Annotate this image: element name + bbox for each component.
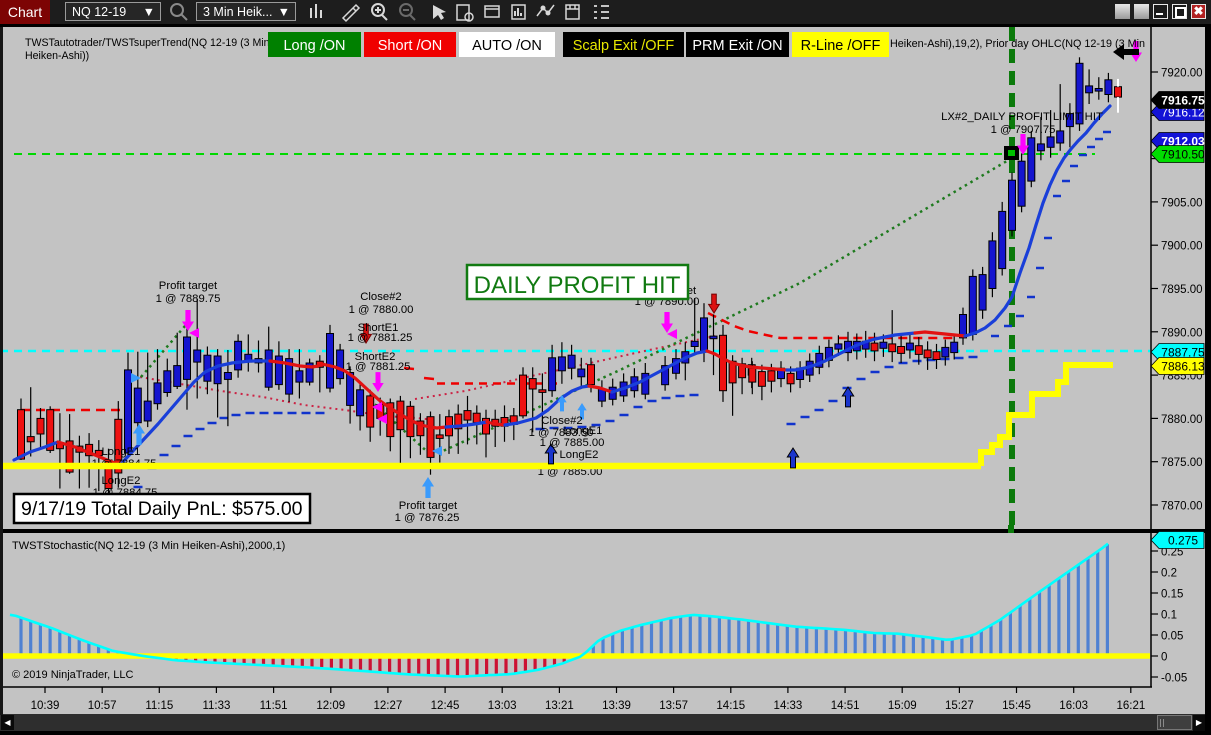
svg-text:9/17/19 Total Daily PnL: $575.: 9/17/19 Total Daily PnL: $575.00 [21,498,303,520]
svg-text:11:51: 11:51 [260,700,288,712]
svg-text:PRM Exit /ON: PRM Exit /ON [692,38,782,54]
svg-text:7916.75: 7916.75 [1161,94,1205,108]
svg-text:1 @ 7907.75: 1 @ 7907.75 [991,124,1056,136]
svg-text:Heiken-Ashi),19,2), Prior day: Heiken-Ashi),19,2), Prior day OHLC(NQ 12… [890,38,1145,50]
svg-text:7912.03: 7912.03 [1161,135,1205,149]
svg-text:15:09: 15:09 [888,700,917,712]
svg-text:AUTO /ON: AUTO /ON [472,38,542,54]
svg-text:LongE2: LongE2 [102,475,141,487]
svg-text:LongE2: LongE2 [560,449,599,461]
svg-text:LongE1: LongE1 [102,446,141,458]
svg-text:12:09: 12:09 [316,700,345,712]
svg-text:1 @ 7881.25: 1 @ 7881.25 [346,361,411,373]
svg-text:© 2019 NinjaTrader, LLC: © 2019 NinjaTrader, LLC [12,669,133,681]
svg-text:10:57: 10:57 [88,700,117,712]
svg-text:Close#2: Close#2 [360,291,401,303]
svg-text:7916.12: 7916.12 [1161,106,1205,120]
svg-text:LongE1: LongE1 [564,425,603,437]
svg-text:7920.00: 7920.00 [1161,68,1203,80]
svg-text:Heiken-Ashi)): Heiken-Ashi)) [25,50,89,62]
svg-text:14:33: 14:33 [774,700,803,712]
svg-text:15:45: 15:45 [1002,700,1031,712]
svg-text:LX#2_DAILY PROFIT LIMIT HIT: LX#2_DAILY PROFIT LIMIT HIT [941,111,1103,123]
svg-text:11:15: 11:15 [145,700,173,712]
svg-text:ShortE2: ShortE2 [355,351,396,363]
svg-text:Long /ON: Long /ON [283,38,345,54]
svg-text:13:21: 13:21 [545,700,574,712]
svg-text:7905.00: 7905.00 [1161,197,1203,209]
svg-text:12:27: 12:27 [374,700,403,712]
svg-text:-0.05: -0.05 [1161,673,1187,685]
svg-text:13:39: 13:39 [602,700,631,712]
svg-text:7900.00: 7900.00 [1161,241,1203,253]
svg-text:7886.13: 7886.13 [1161,360,1205,374]
svg-text:10:39: 10:39 [31,700,60,712]
svg-text:1 @ 7876.25: 1 @ 7876.25 [395,512,460,524]
svg-text:0.2: 0.2 [1161,568,1177,580]
svg-text:13:03: 13:03 [488,700,517,712]
svg-text:Close#2: Close#2 [541,415,582,427]
svg-text:1 @ 7880.00: 1 @ 7880.00 [349,304,414,316]
svg-text:1 @ 7883.50: 1 @ 7883.50 [529,427,594,439]
svg-text:7910.50: 7910.50 [1161,148,1205,162]
svg-text:7875.00: 7875.00 [1161,457,1203,469]
svg-text:14:51: 14:51 [831,700,860,712]
svg-text:7880.00: 7880.00 [1161,414,1203,426]
svg-text:7870.00: 7870.00 [1161,501,1203,513]
svg-text:7895.00: 7895.00 [1161,284,1203,296]
svg-text:12:45: 12:45 [431,700,460,712]
svg-text:1 @ 7881.25: 1 @ 7881.25 [348,332,413,344]
svg-text:Scalp Exit /OFF: Scalp Exit /OFF [573,38,675,54]
svg-text:Short /ON: Short /ON [378,38,442,54]
svg-text:15:27: 15:27 [945,700,974,712]
svg-text:0.05: 0.05 [1161,631,1183,643]
svg-text:0.15: 0.15 [1161,589,1183,601]
svg-text:0.1: 0.1 [1161,610,1177,622]
svg-text:7890.00: 7890.00 [1161,327,1203,339]
svg-text:1 @ 7885.00: 1 @ 7885.00 [540,437,605,449]
svg-text:16:03: 16:03 [1059,700,1088,712]
svg-text:0.25: 0.25 [1161,547,1183,559]
svg-text:ShortE1: ShortE1 [358,322,399,334]
svg-text:Profit target: Profit target [399,500,458,512]
svg-text:11:33: 11:33 [202,700,230,712]
svg-text:16:21: 16:21 [1116,700,1145,712]
svg-text:14:15: 14:15 [716,700,745,712]
svg-text:0: 0 [1161,652,1167,664]
svg-text:7887.75: 7887.75 [1161,346,1205,360]
svg-text:13:57: 13:57 [659,700,688,712]
svg-text:TWSTautotrader/TWSTsuperTrend(: TWSTautotrader/TWSTsuperTrend(NQ 12-19 (… [25,37,280,49]
svg-text:TWSTStochastic(NQ 12-19 (3 Min: TWSTStochastic(NQ 12-19 (3 Min Heiken-As… [12,540,285,552]
svg-text:0.275: 0.275 [1168,534,1198,548]
svg-text:Profit target: Profit target [159,280,218,292]
svg-text:R-Line /OFF: R-Line /OFF [801,38,881,54]
svg-text:1 @ 7889.75: 1 @ 7889.75 [156,293,221,305]
svg-text:DAILY PROFIT HIT: DAILY PROFIT HIT [474,272,681,299]
